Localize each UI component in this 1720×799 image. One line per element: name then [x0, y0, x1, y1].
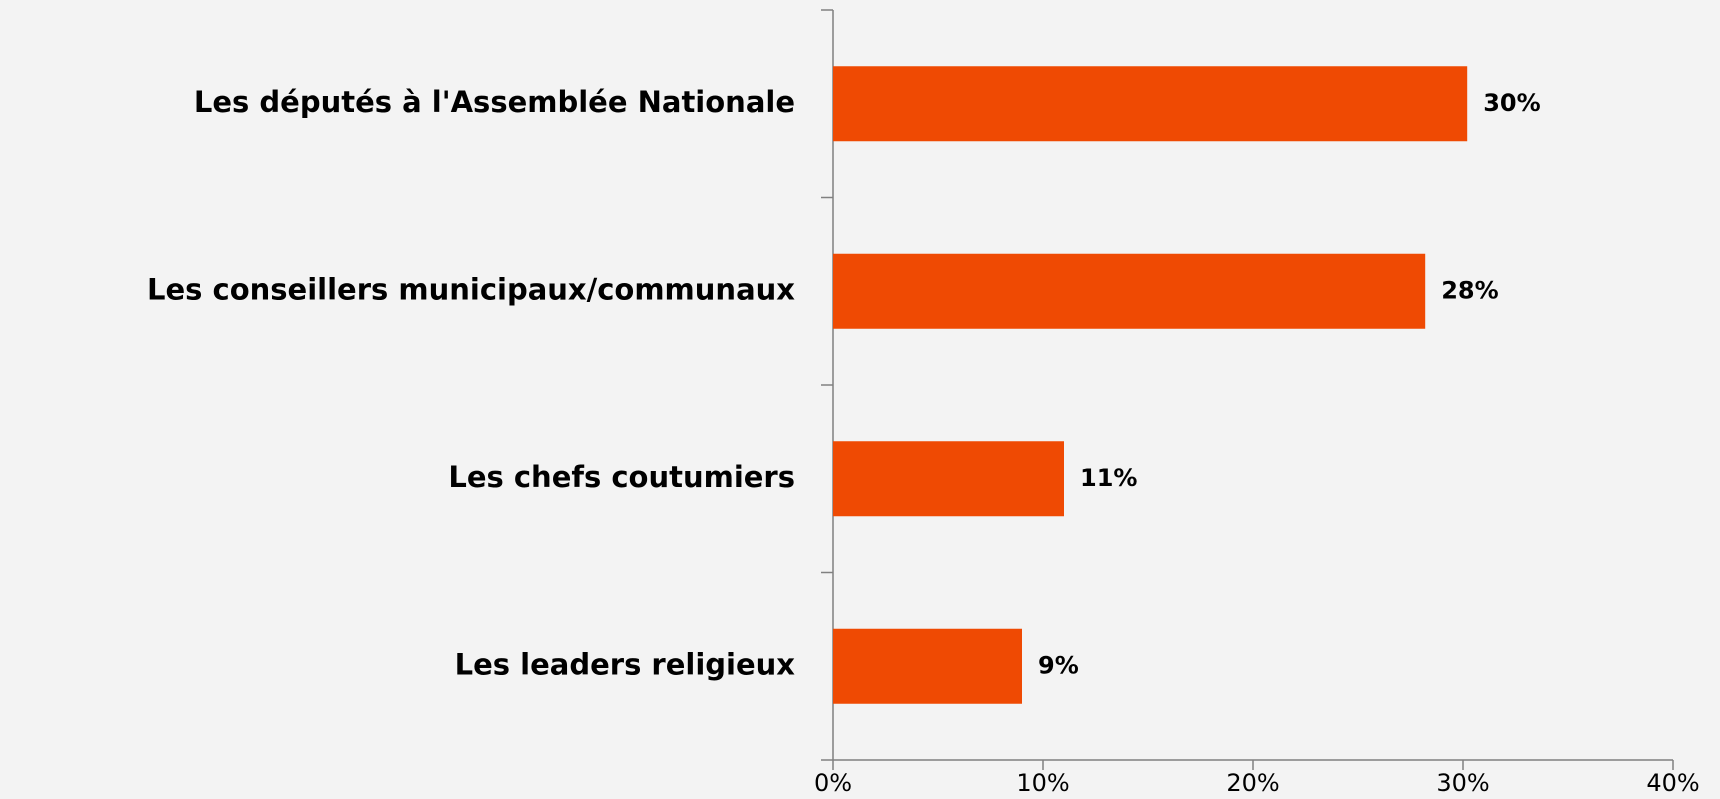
x-tick-label: 30%: [1436, 769, 1489, 797]
data-label: 9%: [1038, 651, 1079, 679]
x-tick-label: 20%: [1226, 769, 1279, 797]
x-tick-label: 10%: [1016, 769, 1069, 797]
data-label: 30%: [1483, 89, 1540, 117]
x-tick-label: 40%: [1646, 769, 1699, 797]
bar: [833, 441, 1064, 517]
x-tick-label: 0%: [814, 769, 852, 797]
category-label: Les chefs coutumiers: [448, 460, 795, 494]
bar: [833, 253, 1426, 329]
category-label: Les leaders religieux: [455, 647, 796, 681]
bar: [833, 66, 1468, 142]
category-label: Les conseillers municipaux/communaux: [147, 272, 795, 306]
data-label: 28%: [1441, 276, 1498, 304]
category-label: Les députés à l'Assemblée Nationale: [194, 85, 795, 119]
data-label: 11%: [1080, 464, 1137, 492]
bar: [833, 628, 1022, 704]
